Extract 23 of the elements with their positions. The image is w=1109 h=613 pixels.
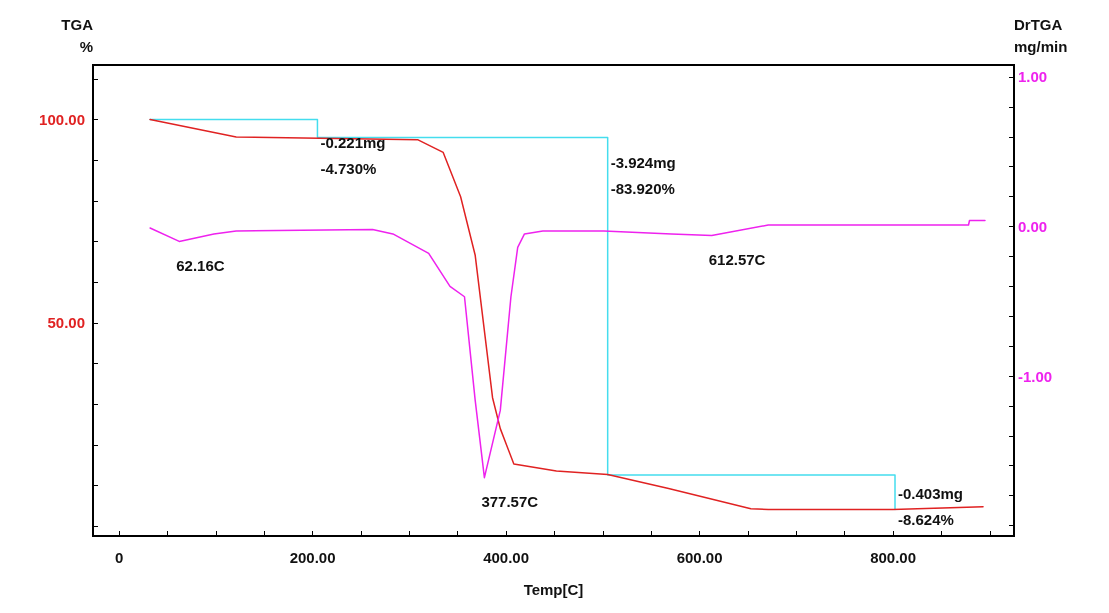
annotation: 612.57C <box>708 250 766 268</box>
y2-tick-label: 1.00 <box>1018 68 1048 86</box>
y2-tick-label: 0.00 <box>1018 217 1048 235</box>
annotation: -8.624% <box>898 510 954 528</box>
line-series <box>149 219 986 479</box>
annotation: -0.403mg <box>898 484 964 502</box>
annotation: -0.221mg <box>320 133 386 151</box>
x-tick-label: 0 <box>114 549 124 566</box>
annotation: -3.924mg <box>610 153 676 171</box>
x-tick-label: 200.00 <box>289 549 336 566</box>
annotation: 377.57C <box>481 493 539 511</box>
y2-axis-title: DrTGA mg/min <box>1014 15 1068 55</box>
annotation: -4.730% <box>320 159 377 177</box>
y-tick-label: 50.00 <box>47 314 85 332</box>
x-tick-label: 600.00 <box>676 549 723 566</box>
annotation: -83.920% <box>610 179 675 197</box>
x-tick-label: 800.00 <box>870 549 917 566</box>
annotation: 62.16C <box>176 256 225 274</box>
y-axis-title: TGA % <box>61 15 94 55</box>
x-axis-title: Temp[C] <box>523 580 584 598</box>
y-tick-label: 100.00 <box>39 111 85 128</box>
x-tick-label: 400.00 <box>483 549 530 566</box>
y2-tick-label: -1.00 <box>1018 367 1053 385</box>
